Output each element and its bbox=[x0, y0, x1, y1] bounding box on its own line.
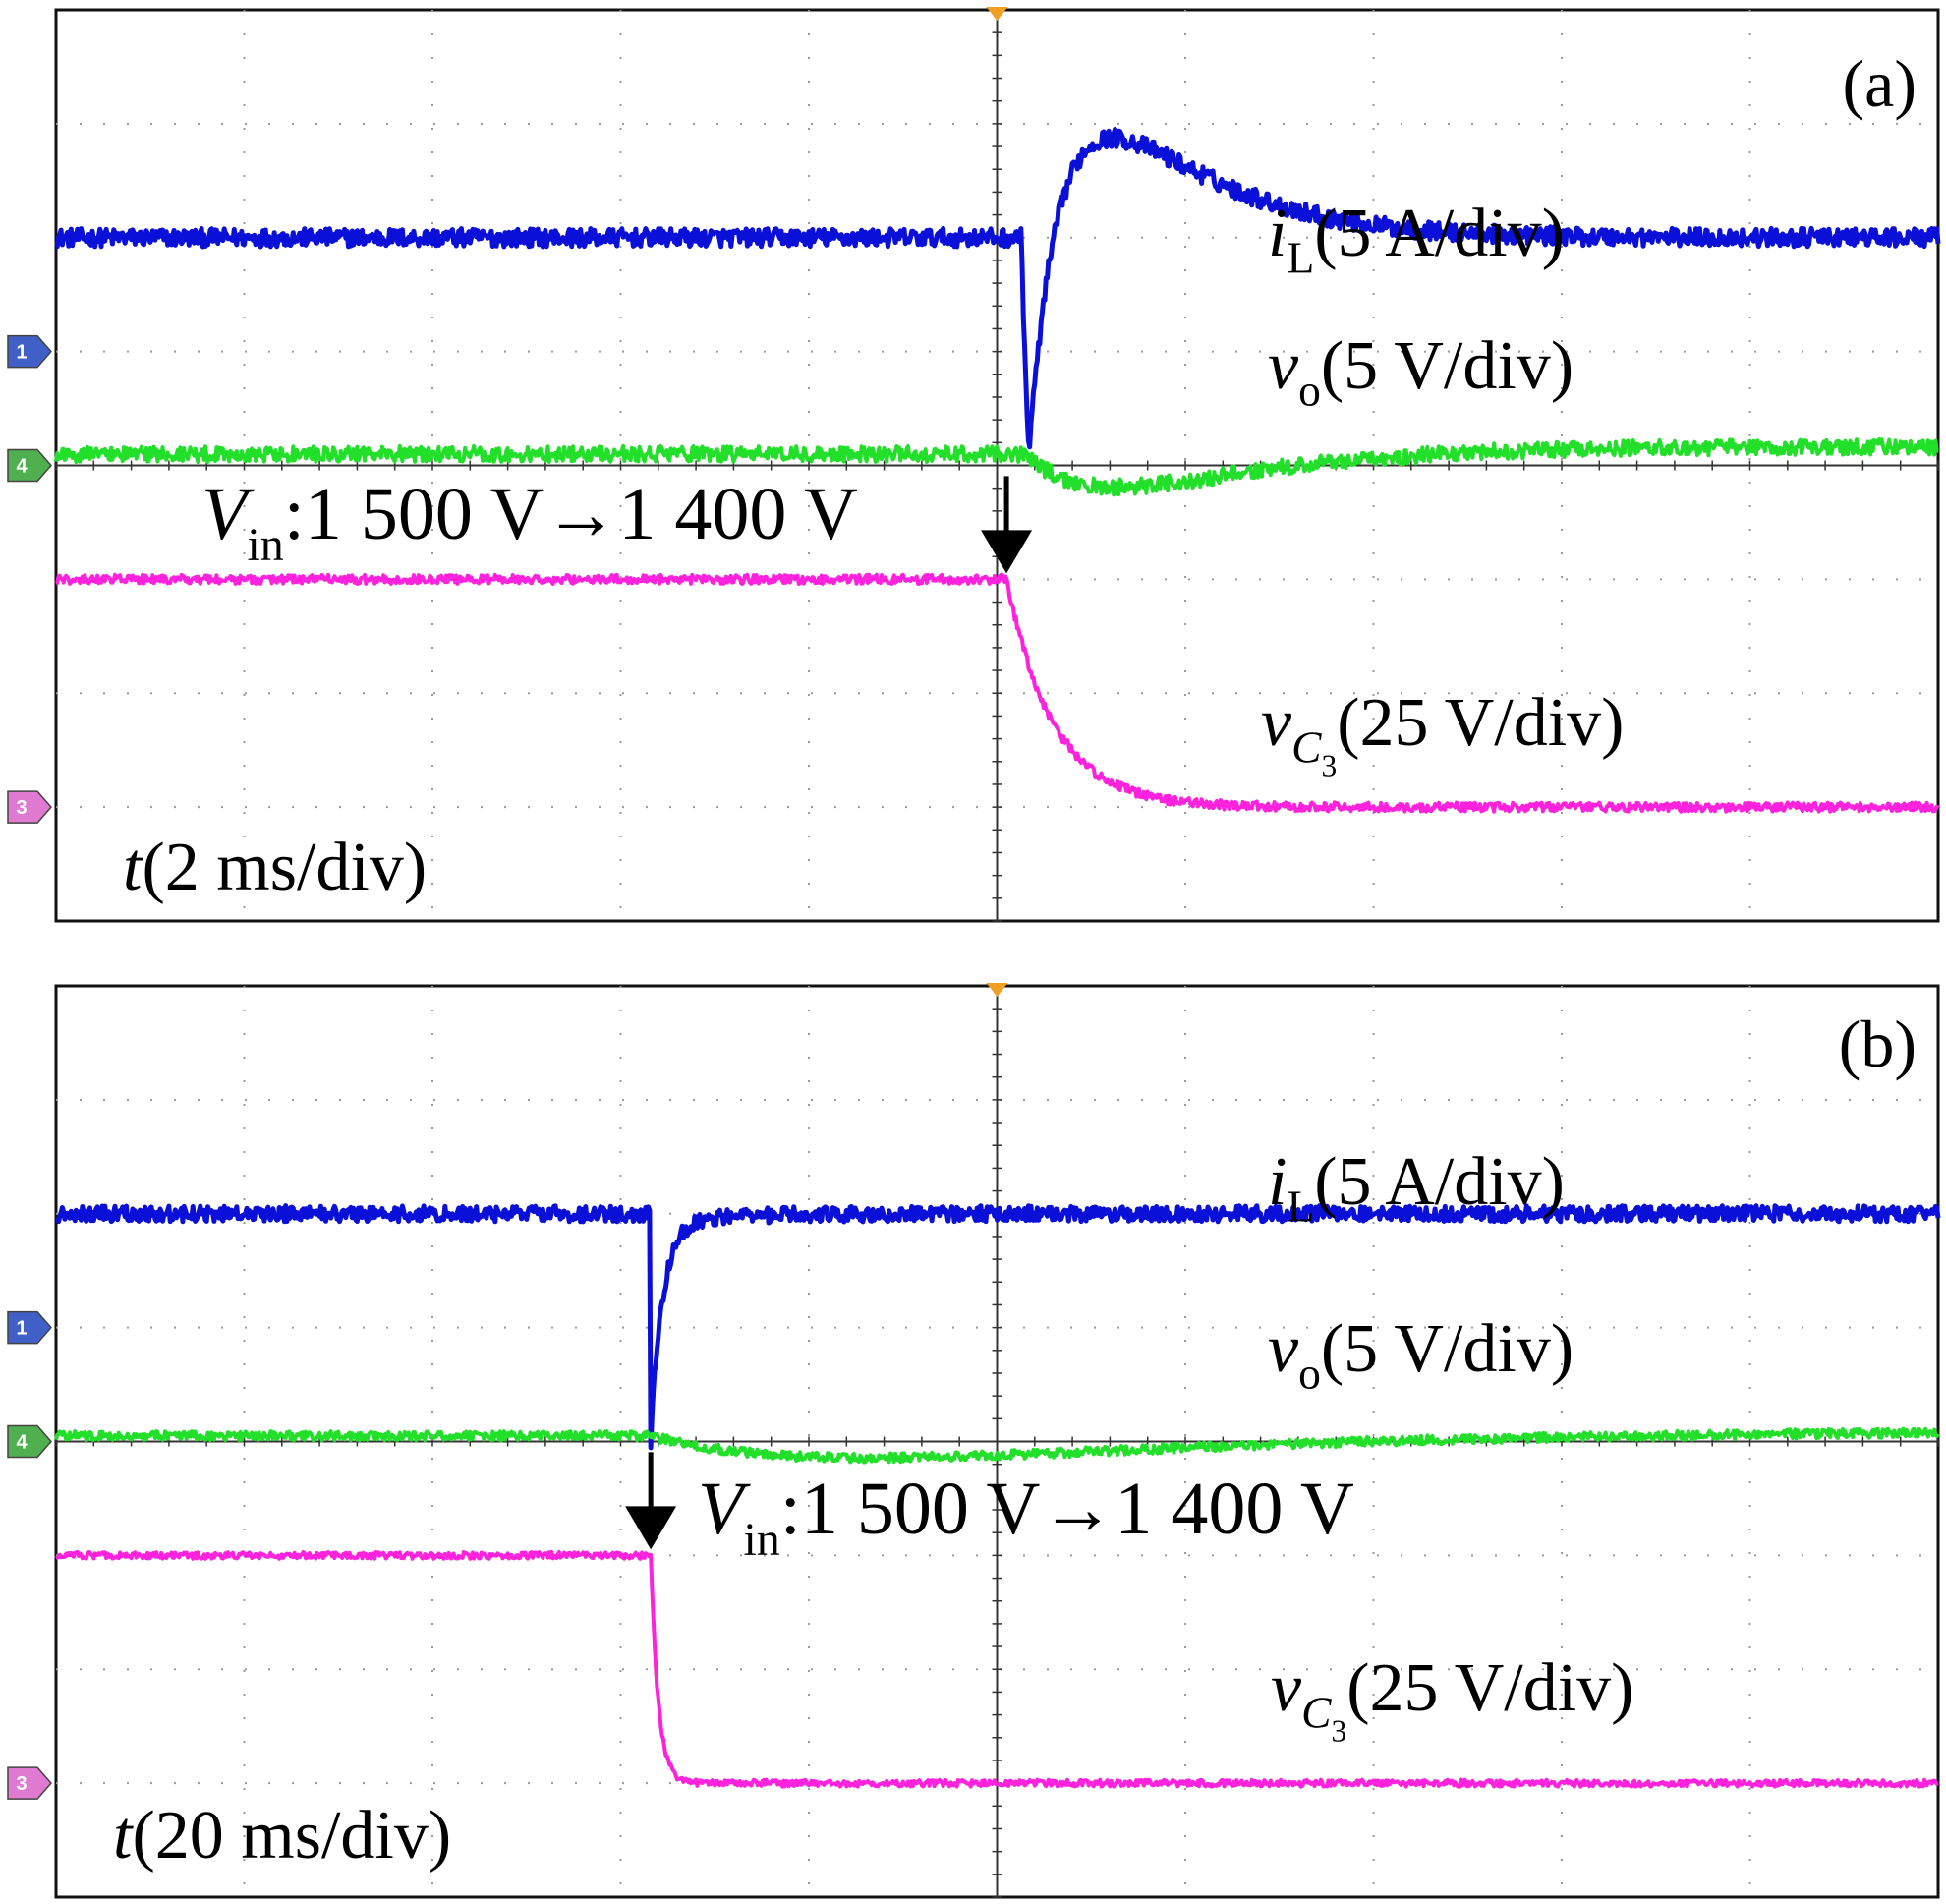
vo-var: v bbox=[1268, 1311, 1299, 1387]
il-scale: (5 A/div) bbox=[1314, 1144, 1565, 1220]
vin-step-arrow bbox=[625, 1452, 677, 1550]
vin-annotation: Vin:1 500 V→1 400 V bbox=[698, 1468, 1354, 1566]
trigger-marker bbox=[986, 983, 1008, 997]
il-sub: L bbox=[1287, 1182, 1314, 1232]
vo-sub: o bbox=[1298, 366, 1321, 416]
vc3-label: vC3(25 V/div) bbox=[1261, 685, 1625, 783]
vo-sub: o bbox=[1298, 1349, 1321, 1399]
vo-label: vo(5 V/div) bbox=[1268, 1311, 1574, 1399]
trace-vC3 bbox=[55, 572, 1940, 814]
vin-step-arrow bbox=[981, 476, 1033, 574]
trace-vo bbox=[54, 437, 1939, 497]
trace-iL bbox=[54, 127, 1941, 450]
channel-marker-3: 3 bbox=[7, 1766, 52, 1800]
channel-marker-4: 4 bbox=[7, 448, 52, 483]
trace-vC3 bbox=[55, 1549, 1939, 1789]
channel-marker-text: 1 bbox=[16, 1318, 27, 1340]
vc3-sub: C bbox=[1291, 722, 1322, 773]
vc3-subsub: 3 bbox=[1331, 1714, 1346, 1749]
il-var: i bbox=[1268, 196, 1287, 271]
channel-marker-text: 3 bbox=[16, 1773, 27, 1795]
channel-marker-text: 1 bbox=[16, 342, 27, 364]
trace-iL bbox=[54, 1203, 1941, 1451]
time-scale-label: t(2 ms/div) bbox=[123, 830, 427, 905]
vc3-subsub: 3 bbox=[1321, 749, 1337, 783]
panel-label: (a) bbox=[1843, 46, 1917, 121]
vo-var: v bbox=[1268, 328, 1299, 404]
vo-label: vo(5 V/div) bbox=[1268, 328, 1574, 416]
channel-marker-text: 4 bbox=[16, 1432, 28, 1454]
channel-marker-text: 4 bbox=[16, 456, 28, 478]
channel-marker-3: 3 bbox=[7, 790, 52, 824]
vc3-scale: (25 V/div) bbox=[1337, 685, 1624, 761]
vo-scale: (5 V/div) bbox=[1321, 328, 1574, 404]
il-label: iL(5 A/div) bbox=[1268, 1144, 1565, 1232]
trace-vo bbox=[54, 1426, 1940, 1465]
channel-marker-text: 3 bbox=[16, 797, 27, 819]
vo-scale: (5 V/div) bbox=[1321, 1311, 1574, 1387]
vc3-label: vC3(25 V/div) bbox=[1271, 1650, 1634, 1749]
panel-b: 143(b)iL(5 A/div)vo(5 V/div)vC3(25 V/div… bbox=[7, 983, 1941, 1899]
vc3-var: v bbox=[1271, 1650, 1302, 1726]
vc3-scale: (25 V/div) bbox=[1346, 1650, 1633, 1726]
vc3-sub: C bbox=[1301, 1688, 1332, 1738]
il-scale: (5 A/div) bbox=[1314, 196, 1565, 271]
channel-marker-1: 1 bbox=[7, 334, 52, 369]
il-var: i bbox=[1268, 1144, 1287, 1220]
il-label: iL(5 A/div) bbox=[1268, 196, 1565, 283]
il-sub: L bbox=[1287, 233, 1314, 283]
time-scale-label: t(20 ms/div) bbox=[113, 1798, 451, 1874]
panel-label: (b) bbox=[1839, 1007, 1917, 1081]
channel-marker-4: 4 bbox=[7, 1424, 52, 1459]
channel-marker-1: 1 bbox=[7, 1310, 52, 1345]
vin-annotation: Vin:1 500 V→1 400 V bbox=[201, 473, 858, 571]
trigger-marker bbox=[986, 7, 1008, 21]
vc3-var: v bbox=[1261, 685, 1292, 761]
panel-a: 143(a)iL(5 A/div)vo(5 V/div)vC3(25 V/div… bbox=[7, 7, 1941, 923]
